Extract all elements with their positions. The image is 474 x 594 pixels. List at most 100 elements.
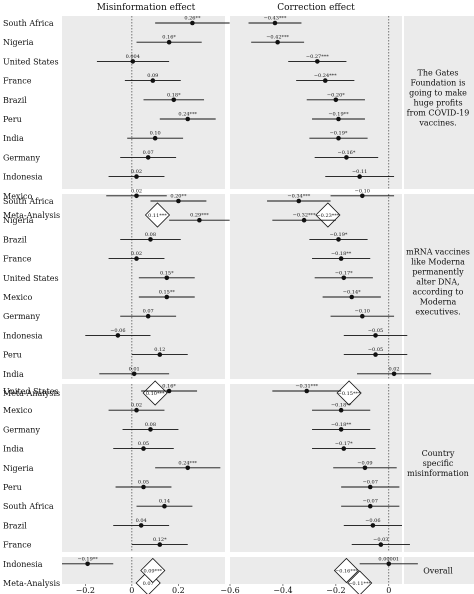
panel2-row0-mis-label: 0.16* [162, 384, 176, 390]
panel0-row8-cor-point [357, 174, 362, 179]
panel0-row9-mis-label: 0.02 [131, 188, 142, 194]
panel1-row2-mis-label: 0.08 [145, 232, 156, 238]
correction-panel-1 [230, 194, 402, 379]
country-label: United States [3, 387, 59, 396]
panel2-row5-mis-point [141, 484, 146, 490]
country-label: South Africa [3, 197, 54, 206]
correction-tick-label: 0 [386, 586, 391, 594]
panel0-row4-mis-point [171, 97, 177, 103]
country-label: Peru [3, 351, 22, 360]
panel1-row7-cor-point [373, 333, 378, 338]
panel2-row2-cor-point [338, 427, 344, 432]
panel0-row8-mis-label: 0.02 [131, 169, 142, 175]
panel0-row8-cor-label: −0.11 [352, 169, 367, 175]
country-label: South Africa [3, 19, 54, 28]
overall-cor-diamond [333, 557, 359, 584]
panel2-row9-cor-label: 0.00001 [378, 556, 399, 562]
country-label: Indonesia [3, 331, 43, 340]
side-label-2: Country specific misinformation [407, 449, 469, 478]
panel2-row5-cor-label: −0.07 [363, 480, 378, 486]
side-label-overall: Overall [423, 567, 453, 576]
country-label: United States [3, 274, 59, 283]
panel1-row8-mis-label: 0.12 [154, 347, 165, 353]
side-label-0: The Gates Foundation is going to make huge … [407, 69, 470, 128]
panel2-row1-mis-point [134, 407, 139, 413]
panel1-row0-cor-point [296, 198, 302, 204]
panel2-row4-cor-label: −0.09 [357, 460, 372, 466]
panel1-row3-mis-label: 0.02 [131, 251, 142, 257]
country-label: India [3, 134, 24, 143]
panel1-row0-cor-label: −0.34*** [287, 194, 310, 200]
panel1-row3-mis-point [134, 256, 139, 261]
misinformation-panel-1 [62, 194, 225, 379]
panel1-row8-cor-point [373, 352, 378, 357]
panel2-row6-cor-point [367, 503, 373, 509]
panel1-row2-cor-point [336, 237, 341, 242]
side-panel-overall [404, 557, 474, 584]
country-label: South Africa [3, 502, 54, 511]
country-label: Nigeria [3, 216, 34, 225]
panel0-row2-cor-label: −0.27*** [306, 54, 329, 60]
panel2-row7-mis-point [138, 523, 144, 528]
panel2-row0-cor-label: −0.31*** [295, 384, 318, 390]
panel0-row4-cor-point [333, 97, 339, 103]
panel2-meta-cor-diamond [347, 570, 373, 594]
panel0-row9-cor-point [360, 193, 365, 199]
country-label: Nigeria [3, 38, 34, 47]
panel0-row8-mis-point [134, 174, 139, 179]
correction-panel-overall [230, 557, 402, 584]
panel0-row5-cor-label: −0.19** [328, 112, 349, 118]
panel0-row9-mis-point [134, 193, 139, 199]
panel2-row0-mis-point [166, 388, 172, 394]
meta-analysis-label: Meta-Analysis [3, 389, 60, 398]
panel1-row6-cor-label: −0.10 [355, 309, 370, 315]
panel0-row1-cor-label: −0.42*** [266, 35, 289, 41]
panel1-row8-cor-label: −0.05 [368, 347, 383, 353]
panel0-row2-cor-point [315, 59, 320, 64]
panel2-row8-mis-label: 0.12* [153, 537, 167, 543]
panel1-row4-cor-label: −0.17* [335, 270, 353, 276]
panel1-row5-cor-point [349, 294, 355, 300]
panel1-row6-mis-label: 0.07 [143, 309, 154, 315]
panel1-row5-cor-label: −0.14* [343, 290, 361, 296]
side-label-1: mRNA vaccines like Moderna permanently alte… [406, 248, 470, 317]
correction-tick-label: −0.4 [273, 586, 292, 594]
correction-tick-label: −0.2 [326, 586, 345, 594]
panel1-row1-cor-label: −0.32*** [293, 213, 316, 219]
panel0-meta-mis-diamond [144, 202, 171, 228]
panel1-row5-mis-label: 0.15** [159, 290, 176, 296]
panel0-row0-mis-label: 0.26** [184, 16, 201, 22]
overall-mis-label: 0.09*** [143, 568, 162, 574]
panel2-row2-mis-point [148, 427, 153, 432]
country-label: Brazil [3, 96, 27, 105]
panel1-row6-cor-point [360, 313, 365, 319]
panel2-row2-cor-label: −0.18** [331, 422, 352, 428]
panel0-row6-cor-label: −0.19* [330, 131, 348, 137]
panel2-meta-mis-diamond [135, 570, 161, 594]
panel1-row4-mis-label: 0.15* [160, 270, 174, 276]
panel0-row3-mis-label: 0.09 [147, 73, 158, 79]
panel0-row5-mis-label: 0.24*** [178, 112, 197, 118]
country-label: France [3, 77, 32, 86]
country-label: Indonesia [3, 173, 43, 182]
country-label: Mexico [3, 293, 32, 302]
panel1-row1-mis-label: 0.29*** [190, 213, 209, 219]
panel0-row0-cor-point [272, 20, 278, 26]
panel1-row1-mis-point [197, 217, 202, 223]
panel1-row2-cor-label: −0.19* [330, 232, 348, 238]
correction-tick-label: −0.6 [220, 586, 239, 594]
panel0-row7-cor-label: −0.16* [338, 150, 356, 156]
country-label: Mexico [3, 406, 32, 415]
panel1-row2-mis-point [148, 237, 153, 242]
panel0-row6-mis-point [152, 135, 158, 141]
panel2-row5-cor-point [367, 484, 373, 490]
country-label: Nigeria [3, 464, 34, 473]
panel1-row7-cor-label: −0.05 [368, 328, 383, 334]
panel0-row6-mis-label: 0.10 [150, 131, 161, 137]
country-label: Peru [3, 115, 22, 124]
side-panel-2 [404, 384, 474, 552]
panel2-row8-cor-point [378, 542, 384, 547]
panel0-row3-cor-label: −0.24*** [314, 73, 337, 79]
panel0-meta-cor-diamond [315, 202, 341, 228]
panel0-row3-mis-point [150, 78, 156, 83]
